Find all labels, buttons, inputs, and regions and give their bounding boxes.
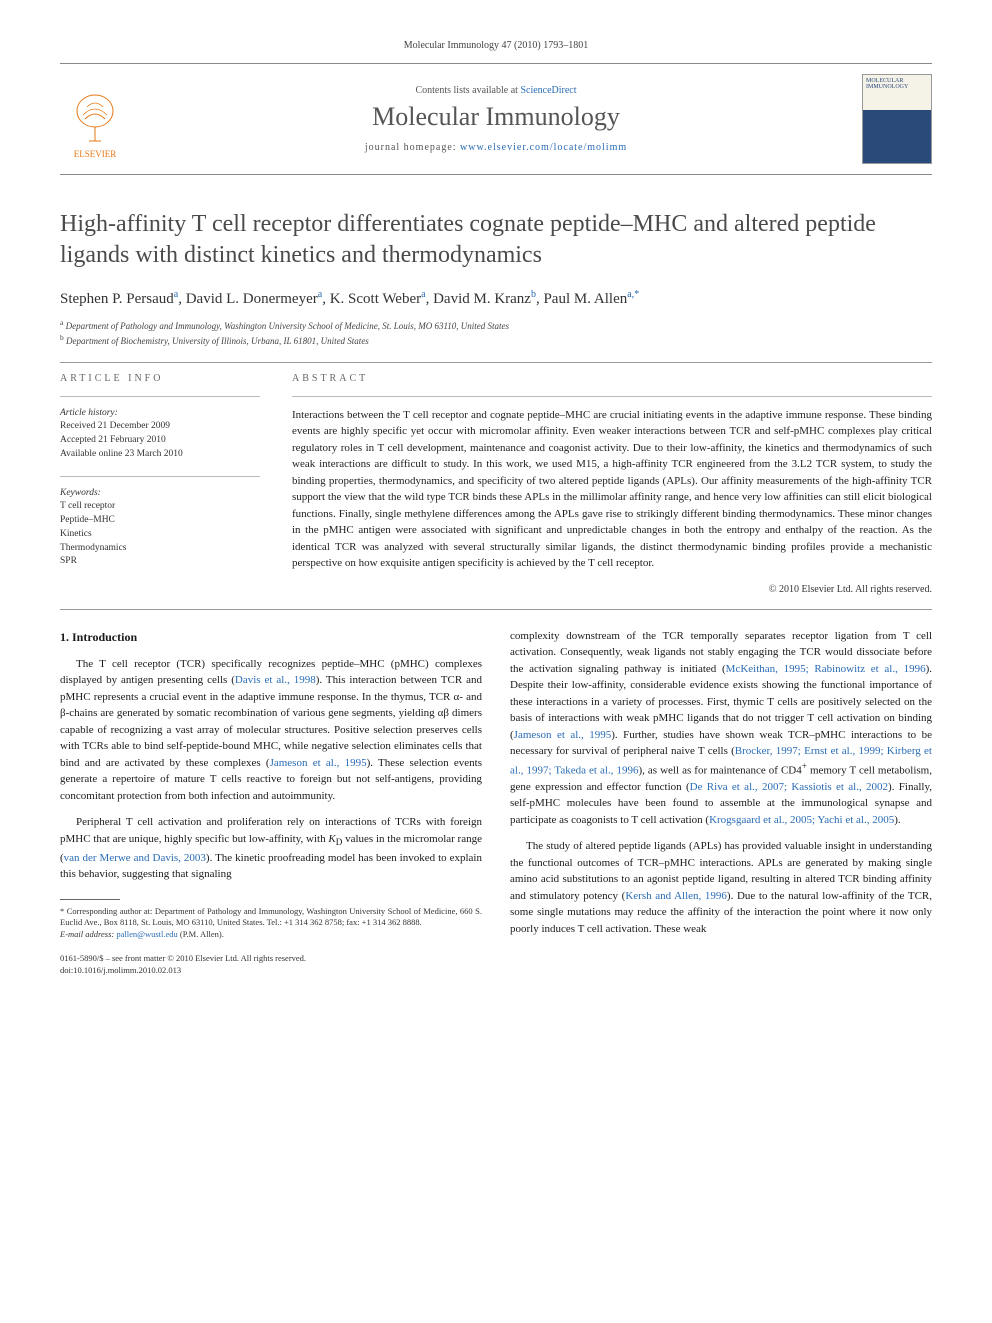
author-4: David M. Kranz (433, 291, 531, 307)
contents-available-line: Contents lists available at ScienceDirec… (146, 85, 846, 96)
citation-header: Molecular Immunology 47 (2010) 1793–1801 (60, 40, 932, 51)
journal-name: Molecular Immunology (146, 102, 846, 132)
divider-2 (60, 609, 932, 610)
author-1: Stephen P. Persaud (60, 291, 174, 307)
corresponding-mark: * (634, 289, 639, 300)
homepage-link[interactable]: www.elsevier.com/locate/molimm (460, 142, 627, 153)
doi-line: doi:10.1016/j.molimm.2010.02.013 (60, 965, 482, 977)
author-3-affil: a (421, 289, 425, 300)
introduction-heading: 1. Introduction (60, 628, 482, 646)
keyword-4: Thermodynamics (60, 542, 260, 556)
sciencedirect-link[interactable]: ScienceDirect (520, 85, 576, 96)
intro-paragraph-2: Peripheral T cell activation and prolife… (60, 814, 482, 882)
bottom-meta: 0161-5890/$ – see front matter © 2010 El… (60, 953, 482, 977)
info-abstract-row: article info Article history: Received 2… (60, 373, 932, 595)
body-column-left: 1. Introduction The T cell receptor (TCR… (60, 628, 482, 977)
ref-davis-1998[interactable]: Davis et al., 1998 (235, 674, 316, 686)
affiliation-b: Department of Biochemistry, University o… (66, 336, 369, 346)
affil-a-sup: a (60, 318, 63, 327)
masthead: ELSEVIER Contents lists available at Sci… (60, 63, 932, 175)
keyword-3: Kinetics (60, 528, 260, 542)
homepage-prefix: journal homepage: (365, 142, 460, 153)
received-date: Received 21 December 2009 (60, 420, 260, 434)
author-5: Paul M. Allen (543, 291, 627, 307)
history-label: Article history: (60, 407, 260, 421)
kd-symbol: K (328, 833, 335, 845)
article-title: High-affinity T cell receptor differenti… (60, 209, 932, 271)
issn-line: 0161-5890/$ – see front matter © 2010 El… (60, 953, 482, 965)
masthead-center: Contents lists available at ScienceDirec… (146, 85, 846, 153)
affiliations: a Department of Pathology and Immunology… (60, 318, 932, 347)
email-label: E-mail address: (60, 929, 114, 939)
corresponding-author-note: * Corresponding author at: Department of… (60, 906, 482, 930)
ref-mckeithan-rabinowitz[interactable]: McKeithan, 1995; Rabinowitz et al., 1996 (726, 663, 926, 675)
author-4-affil: b (531, 289, 536, 300)
abstract-copyright: © 2010 Elsevier Ltd. All rights reserved… (292, 584, 932, 595)
publisher-name: ELSEVIER (74, 149, 117, 159)
ref-jameson-1995[interactable]: Jameson et al., 1995 (270, 757, 367, 769)
email-suffix: (P.M. Allen). (180, 929, 224, 939)
keyword-1: T cell receptor (60, 500, 260, 514)
keyword-5: SPR (60, 555, 260, 569)
abstract-text: Interactions between the T cell receptor… (292, 407, 932, 572)
footnote-separator (60, 899, 120, 900)
cover-label: MOLECULAR IMMUNOLOGY (866, 78, 908, 90)
ref-kersh-allen-1996[interactable]: Kersh and Allen, 1996 (625, 890, 727, 902)
keywords-block: Keywords: T cell receptor Peptide–MHC Ki… (60, 487, 260, 570)
info-divider-1 (60, 396, 260, 397)
divider (60, 362, 932, 363)
p3g: ). (894, 814, 900, 826)
ref-jameson-1995b[interactable]: Jameson et al., 1995 (514, 729, 612, 741)
body-column-right: complexity downstream of the TCR tempora… (510, 628, 932, 977)
intro-paragraph-3: complexity downstream of the TCR tempora… (510, 628, 932, 829)
footnotes: * Corresponding author at: Department of… (60, 906, 482, 942)
elsevier-logo: ELSEVIER (60, 79, 130, 159)
keyword-2: Peptide–MHC (60, 514, 260, 528)
body-columns: 1. Introduction The T cell receptor (TCR… (60, 628, 932, 977)
online-date: Available online 23 March 2010 (60, 448, 260, 462)
email-link[interactable]: pallen@wustl.edu (116, 929, 177, 939)
author-2: David L. Donermeyer (186, 291, 318, 307)
accepted-date: Accepted 21 February 2010 (60, 434, 260, 448)
abstract-divider (292, 396, 932, 397)
article-info-column: article info Article history: Received 2… (60, 373, 260, 595)
abstract-column: abstract Interactions between the T cell… (292, 373, 932, 595)
article-info-heading: article info (60, 373, 260, 384)
author-list: Stephen P. Persauda, David L. Donermeyer… (60, 289, 932, 308)
ref-krogsgaard-yachi[interactable]: Krogsgaard et al., 2005; Yachi et al., 2… (709, 814, 894, 826)
info-divider-2 (60, 476, 260, 477)
journal-cover-thumbnail: MOLECULAR IMMUNOLOGY (862, 74, 932, 164)
keywords-label: Keywords: (60, 487, 260, 501)
intro-paragraph-1: The T cell receptor (TCR) specifically r… (60, 656, 482, 805)
affil-b-sup: b (60, 333, 64, 342)
author-2-affil: a (318, 289, 322, 300)
author-3: K. Scott Weber (330, 291, 421, 307)
author-1-affil: a (174, 289, 178, 300)
elsevier-tree-icon (65, 89, 125, 149)
ref-deriva-kassiotis[interactable]: De Riva et al., 2007; Kassiotis et al., … (690, 781, 888, 793)
affiliation-a: Department of Pathology and Immunology, … (66, 321, 509, 331)
p3d: ), as well as for maintenance of CD4 (638, 764, 801, 776)
contents-prefix: Contents lists available at (415, 85, 520, 96)
p1b: ). This interaction between TCR and pMHC… (60, 674, 482, 769)
homepage-line: journal homepage: www.elsevier.com/locat… (146, 142, 846, 153)
ref-vandermerwe-2003[interactable]: van der Merwe and Davis, 2003 (64, 852, 206, 864)
abstract-heading: abstract (292, 373, 932, 384)
article-history: Article history: Received 21 December 20… (60, 407, 260, 462)
intro-paragraph-4: The study of altered peptide ligands (AP… (510, 838, 932, 937)
